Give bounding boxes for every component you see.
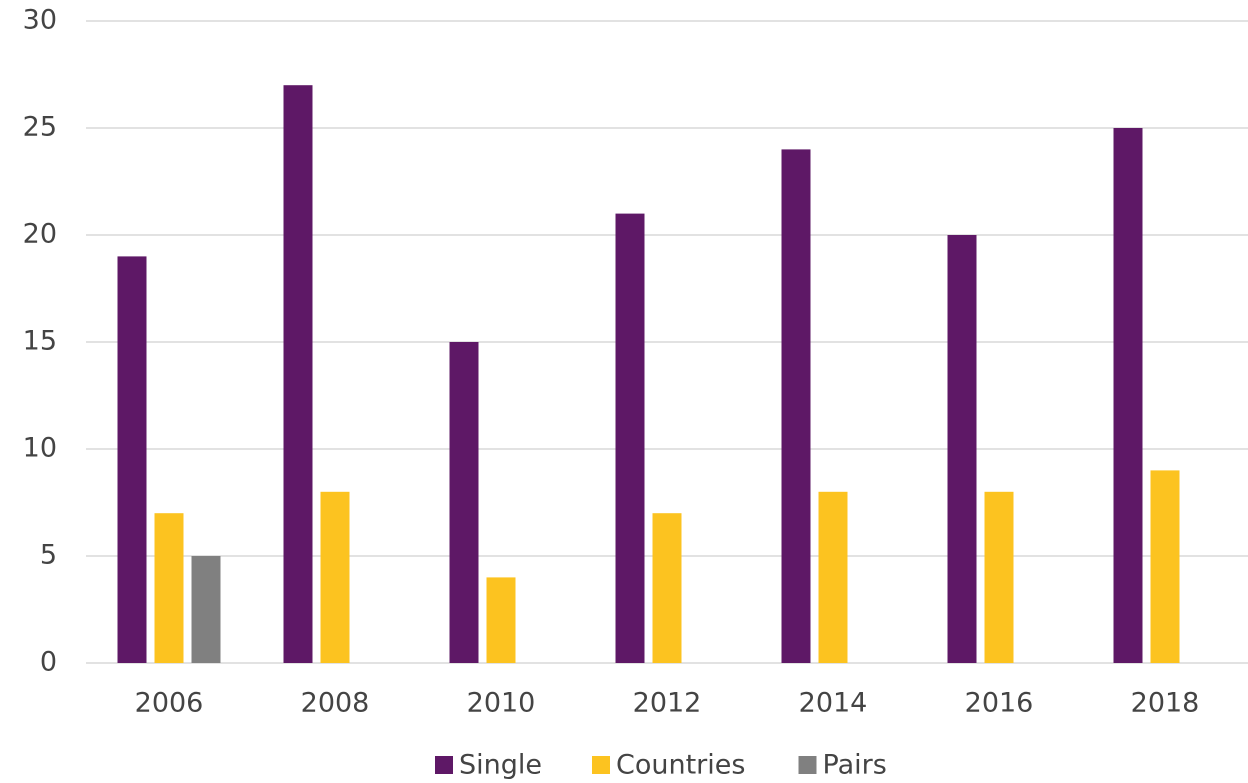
bar — [191, 556, 221, 663]
legend-label: Countries — [616, 750, 745, 781]
legend-swatch — [435, 756, 453, 774]
y-tick-label: 15 — [23, 326, 57, 357]
bar — [947, 235, 977, 663]
bar — [781, 149, 811, 663]
legend-swatch — [592, 756, 610, 774]
x-tick-label: 2010 — [467, 688, 536, 719]
bar — [320, 491, 350, 663]
bar — [1113, 128, 1143, 663]
y-tick-label: 20 — [23, 219, 57, 250]
bar — [154, 513, 184, 663]
legend-label: Single — [459, 750, 542, 781]
x-tick-label: 2008 — [301, 688, 370, 719]
legend-swatch — [798, 756, 817, 774]
legend-label: Pairs — [823, 750, 887, 781]
bar — [984, 491, 1014, 663]
x-tick-label: 2006 — [135, 688, 204, 719]
bar — [486, 577, 516, 663]
bar — [818, 491, 848, 663]
bar — [652, 513, 682, 663]
bar — [1150, 470, 1180, 663]
x-tick-label: 2016 — [965, 688, 1034, 719]
bar — [449, 342, 479, 663]
x-tick-label: 2012 — [633, 688, 702, 719]
x-tick-label: 2018 — [1131, 688, 1200, 719]
bar — [615, 213, 645, 663]
y-tick-label: 10 — [23, 433, 57, 464]
y-tick-label: 30 — [23, 5, 57, 36]
y-tick-label: 5 — [40, 540, 57, 571]
x-tick-label: 2014 — [799, 688, 868, 719]
bar — [117, 256, 147, 663]
y-tick-label: 25 — [23, 112, 57, 143]
bar — [283, 85, 313, 663]
y-tick-label: 0 — [40, 647, 57, 678]
